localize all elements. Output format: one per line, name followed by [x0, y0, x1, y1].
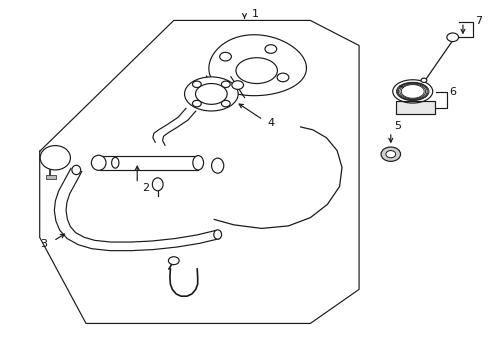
- Circle shape: [221, 100, 230, 107]
- Circle shape: [168, 257, 179, 265]
- Circle shape: [192, 81, 201, 87]
- Circle shape: [192, 100, 201, 107]
- Text: 5: 5: [394, 121, 401, 131]
- Ellipse shape: [152, 178, 163, 191]
- Ellipse shape: [40, 145, 70, 170]
- Ellipse shape: [91, 155, 106, 170]
- Ellipse shape: [213, 230, 221, 239]
- Ellipse shape: [72, 165, 81, 175]
- Ellipse shape: [236, 58, 277, 84]
- Text: 2: 2: [142, 184, 149, 193]
- Bar: [395, 101, 434, 114]
- Ellipse shape: [192, 156, 203, 170]
- Text: 4: 4: [267, 118, 274, 128]
- Circle shape: [219, 52, 231, 61]
- Bar: [45, 175, 56, 179]
- Ellipse shape: [195, 84, 227, 104]
- Ellipse shape: [184, 77, 238, 111]
- Circle shape: [380, 147, 400, 161]
- Text: 6: 6: [448, 87, 455, 97]
- Circle shape: [446, 33, 458, 41]
- Circle shape: [231, 81, 243, 89]
- Text: 7: 7: [474, 16, 481, 26]
- Ellipse shape: [111, 157, 119, 168]
- Text: 1: 1: [251, 9, 258, 19]
- Ellipse shape: [211, 158, 224, 173]
- Text: 3: 3: [41, 239, 48, 249]
- Circle shape: [264, 45, 276, 53]
- Circle shape: [385, 150, 395, 158]
- Circle shape: [221, 81, 230, 87]
- Circle shape: [420, 78, 426, 82]
- Circle shape: [277, 73, 288, 82]
